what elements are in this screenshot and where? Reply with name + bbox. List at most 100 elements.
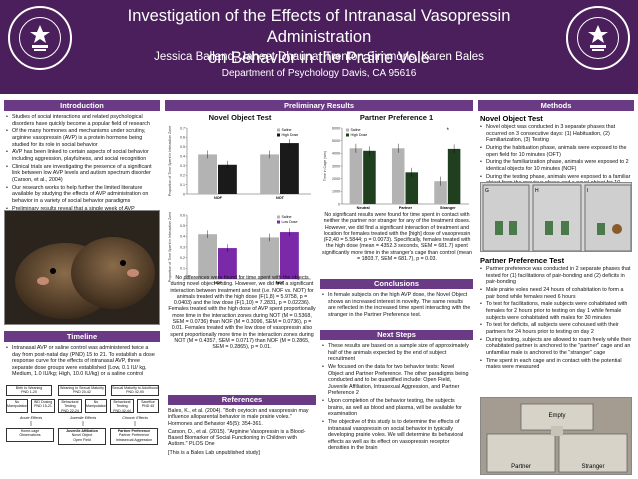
bar-saline-nof [198,234,217,279]
introduction-bullet: Of the many hormones and mechanisms unde… [6,128,158,148]
timeline-step-6: Sacrifice PND 45 [137,399,159,413]
partner-preference-apparatus-photo: Empty Partner Stranger [480,397,632,475]
y-tick-label: 0.2 [180,173,185,177]
vole-pair-photo [4,210,160,325]
timeline-step-3: Behavioral Testing PND 22-24 [58,399,82,413]
y-tick-label: 0.1 [180,267,185,271]
partner-pref-method-list: Partner preference was conducted in 2 se… [478,266,634,371]
conclusions-list: In female subjects on the high AVP dose,… [320,292,473,318]
x-tick-label: NOT [276,281,285,285]
cage-label-partner: Partner [511,464,531,470]
y-tick-label: 0.3 [180,245,185,249]
partner-preference-method: Partner Preference Test Partner preferen… [478,256,634,372]
chart-partner-preference: 0 1000 2000 3000 4000 5000 6000 Time in Cage (s… [323,126,469,210]
timeline-arrows [30,421,136,426]
novel-object-method-bullet: During the habituation phase, animals we… [480,145,632,158]
chart-novel-object-title: Novel Object Test [208,113,272,122]
legend-label: Saline [282,128,292,132]
y-axis-label: Time in Cage (sec) [323,151,327,181]
novel-object-results-text: No differences were found for time spent… [168,275,316,351]
y-tick-label: 1000 [332,190,340,194]
partner-pref-method-bullet: Partner preference was conducted in 2 se… [480,266,632,286]
y-tick-label: 0.5 [180,224,185,228]
conclusions-bullet: In female subjects on the high AVP dose,… [322,292,471,318]
y-tick-label: 0.5 [180,145,185,149]
y-tick-label: 0.2 [180,256,185,260]
next-steps-bullet: The objective of this study is to determ… [322,419,471,452]
timeline-test-partner: Partner Preference Partner Preference Intr… [110,428,158,445]
next-steps-bullet: These results are based on a sample size… [322,343,471,363]
novel-object-method-bullet: Novel object was conducted in 3 separate… [480,124,632,144]
next-steps-heading: Next Steps [320,330,473,340]
bar-low-dose-not [280,232,299,279]
x-tick-label: NOF [214,196,223,200]
partner-pref-method-bullet: To test for deficits, all subjects were … [480,322,632,335]
bar-saline-not [260,154,279,194]
legend-swatch [277,220,280,224]
introduction-bullet: Our research works to help further the l… [6,185,158,205]
timeline-step-4: No Manipulation [85,399,107,413]
timeline-diagram: Birth to Weaning PND 1-20 Weaning to Sexu… [4,385,160,477]
cage-label-empty: Empty [548,413,565,419]
y-axis-label: Proportion of Time Spent in Interaction … [168,126,172,197]
y-tick-label: 3000 [332,164,340,168]
x-tick-label: NOF [214,281,223,285]
partner-pref-method-bullet: To test for facilitations, male subjects… [480,301,632,321]
timeline-list: Intranasal AVP or saline control was adm… [4,345,160,378]
chart-novel-object-high: 0 0.1 0.2 0.3 0.4 0.5 0.6 0.7 Proportion of Time… [168,126,311,200]
x-tick-label: NOT [276,196,285,200]
bar-saline-nof [198,154,217,194]
references-list: Bales, K., et al. (2004). "Both oxytocin… [168,408,316,456]
department: Department of Psychology Davis, CA 95616 [221,68,417,79]
legend-label: Saline [282,215,292,219]
partner-preference-results-text: No significant results were found for ti… [322,212,472,263]
arena-label-i: I [587,188,588,194]
timeline-step-1: No Manipulation [6,399,28,413]
uc-davis-seal-right [566,6,630,70]
y-tick-label: 2000 [332,177,340,181]
x-tick-label: Stranger [440,206,456,210]
partner-preference-chart: Partner Preference 1 0 1000 2000 3000 4000 50… [320,113,473,219]
timeline-stage-2: Weaning to Sexual Maturity PND 20-42 [58,385,106,396]
y-tick-label: 0.1 [180,183,185,187]
legend-label: Saline [351,128,361,132]
acute-effects-label: Acute Effects [19,416,43,420]
novel-object-arena-photo: G H I [480,182,632,252]
next-steps-section: Next Steps These results are based on a … [320,330,473,453]
uc-davis-seal-left [8,6,72,70]
partner-pref-method-bullet: Male prairie voles need 24 hours of coha… [480,287,632,300]
y-tick-label: 0.7 [180,126,185,130]
timeline-heading: Timeline [4,331,160,342]
legend-swatch [346,133,349,137]
x-tick-label: Neutral [357,206,370,210]
methods-heading: Methods [478,100,634,111]
seal-emblem-icon [588,25,608,51]
y-tick-label: 0.4 [180,155,185,159]
timeline-test-homecage: Home-cage Observations [6,428,54,442]
y-tick-label: 6000 [332,126,340,130]
juvenile-effects-label: Juvenile Effects [69,416,97,420]
legend-swatch [346,128,349,132]
results-section: Preliminary Results [165,100,473,111]
timeline-stage-3: Sexual Maturity to Adulthood PND 42-90 [111,385,159,396]
seal-emblem-icon [30,25,50,51]
novel-object-method-bullet: During the familiarization phase, animal… [480,159,632,172]
introduction-bullet: AVP has been linked to certain aspects o… [6,149,158,162]
conclusions-section: Conclusions In female subjects on the hi… [320,279,473,320]
bar-high-dose-nof [218,164,237,194]
legend-label: High Dose [282,133,299,137]
left-column: Introduction Studies of social interacti… [4,100,160,220]
y-tick-label: 0.3 [180,164,185,168]
y-tick-label: 4000 [332,152,340,156]
references-heading: References [168,395,316,405]
novel-object-charts: Novel Object Test 0 0.1 0.2 0.3 0.4 0.5 0.6 0.7… [165,113,315,294]
poster-title: Investigation of the Effects of Intranas… [80,6,558,69]
title-line-2: on Behavior in the Prairie Vole [208,49,430,67]
bar-high-dose-partner [405,172,419,204]
partner-pref-method-title: Partner Preference Test [480,256,565,265]
x-tick-label: Partner [399,206,413,210]
arena-label-h: H [535,188,539,194]
arena-label-g: G [485,188,489,194]
y-tick-label: 0 [183,192,185,196]
